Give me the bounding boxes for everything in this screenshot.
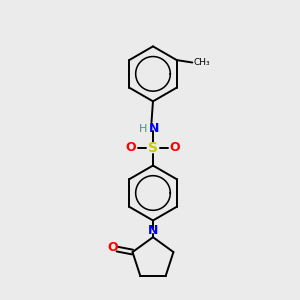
Text: H: H (139, 124, 147, 134)
Text: S: S (148, 141, 158, 154)
Text: CH₃: CH₃ (194, 58, 210, 67)
Text: O: O (169, 141, 180, 154)
Text: N: N (149, 122, 160, 135)
Text: N: N (148, 224, 158, 237)
Text: O: O (126, 141, 136, 154)
Text: O: O (107, 242, 118, 254)
